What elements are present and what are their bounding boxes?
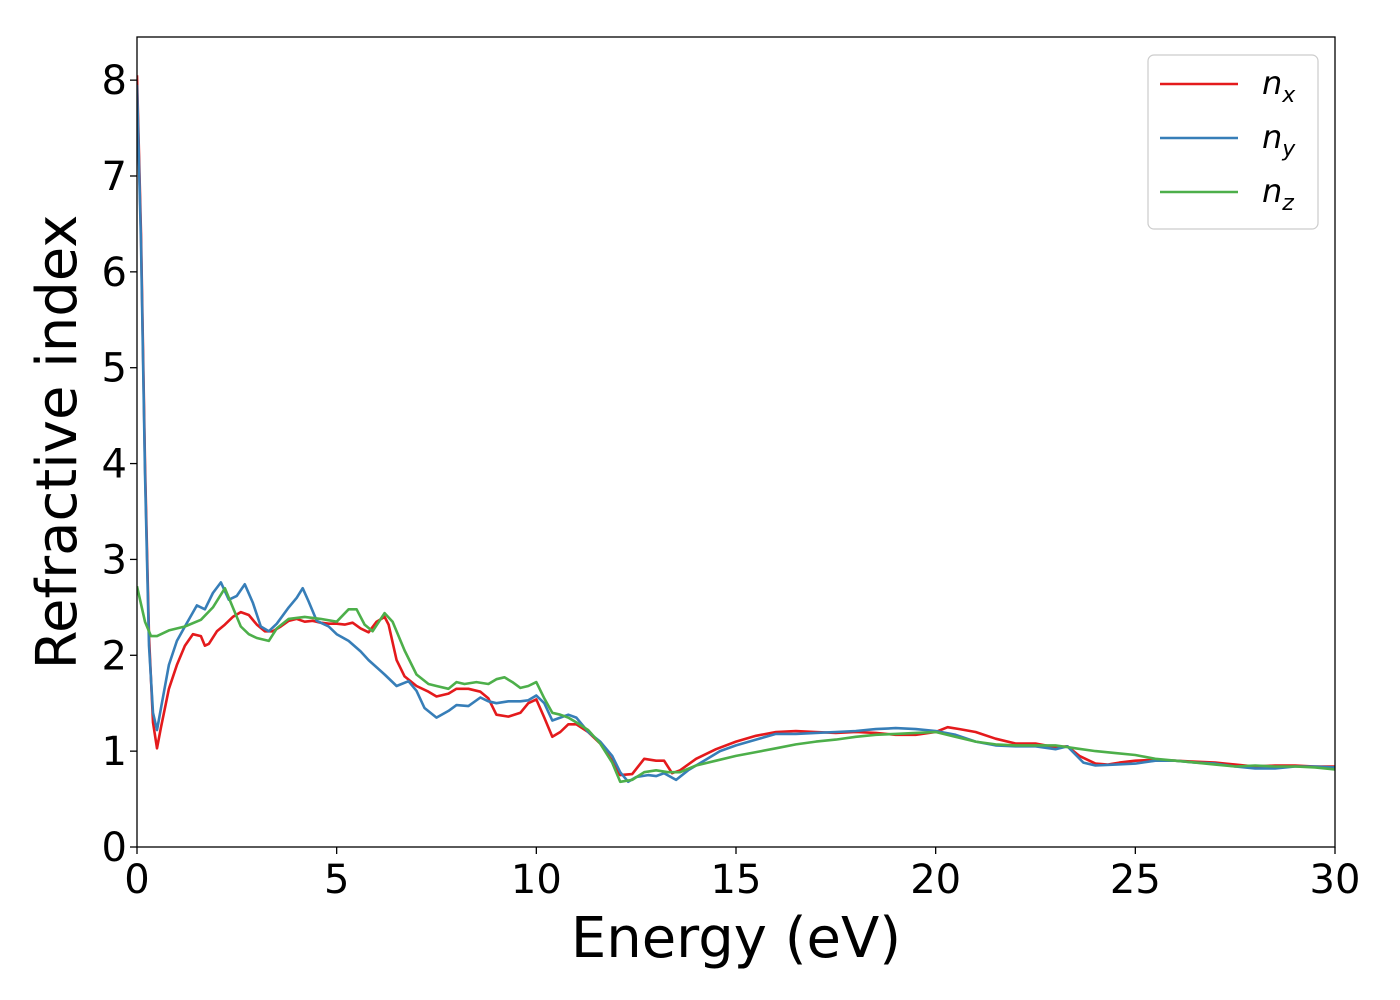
y-tick-label: 0 (102, 825, 127, 871)
series-layer (137, 75, 1335, 784)
y-tick-label: 5 (102, 346, 127, 392)
x-tick-label: 5 (324, 857, 349, 903)
y-tick-label: 8 (102, 58, 127, 104)
y-tick-label: 7 (102, 154, 127, 200)
x-tick-label: 0 (124, 857, 149, 903)
y-tick-label: 1 (102, 729, 127, 775)
x-tick-label: 15 (711, 857, 762, 903)
y-axis-label: Refractive index (25, 215, 90, 670)
x-axis-label: Energy (eV) (571, 906, 901, 971)
legend: nx ny nz (1147, 54, 1319, 230)
legend-box (1147, 54, 1319, 230)
legend-label-nx: nx (1262, 64, 1296, 108)
legend-label-nz: nz (1262, 172, 1294, 216)
x-tick-label: 30 (1310, 857, 1361, 903)
x-axis-ticks: 0 5 10 15 20 25 30 (124, 847, 1360, 903)
series-line-nx (137, 75, 1335, 777)
y-tick-label: 6 (102, 250, 127, 296)
y-axis-ticks: 0 1 2 3 4 5 6 7 8 (102, 58, 137, 871)
x-tick-label: 20 (910, 857, 961, 903)
y-tick-label: 2 (102, 633, 127, 679)
legend-label-ny: ny (1262, 118, 1296, 162)
x-tick-label: 10 (511, 857, 562, 903)
y-tick-label: 4 (102, 442, 127, 488)
legend-items: nx ny nz (1160, 64, 1296, 216)
series-line-nz (137, 586, 1335, 784)
x-tick-label: 25 (1110, 857, 1161, 903)
y-tick-label: 3 (102, 537, 127, 583)
